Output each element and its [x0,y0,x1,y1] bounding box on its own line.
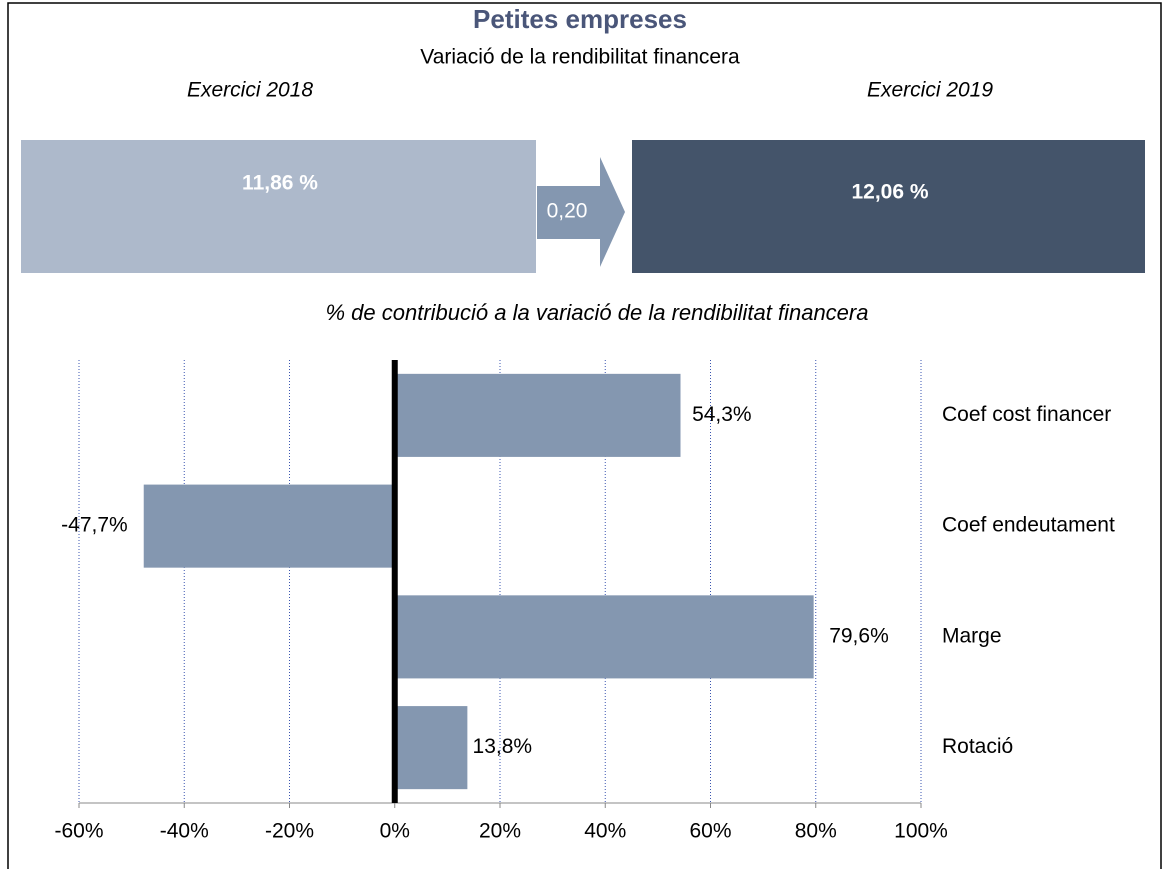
value-label: 54,3% [692,403,752,426]
change-value: 0,20 [547,200,588,223]
category-label: Rotació [942,735,1013,758]
x-tick-label: -40% [160,820,209,843]
from-box [21,140,536,273]
x-tick-label: 40% [584,820,626,843]
change-arrow [537,157,625,267]
to-box [632,140,1145,273]
from-value: 11,86 % [242,172,318,195]
value-label: 13,8% [473,735,533,758]
to-label: Exercici 2019 [867,79,993,102]
bar [394,373,681,457]
from-label: Exercici 2018 [187,79,313,102]
x-tick-label: -20% [265,820,314,843]
bar [394,595,814,679]
value-label: -47,7% [61,514,128,537]
x-tick-label: -60% [54,820,103,843]
to-value: 12,06 % [851,181,928,204]
category-label: Marge [942,624,1002,647]
category-label: Coef cost financer [942,403,1111,426]
chart-title: % de contribució a la variació de la ren… [326,300,869,325]
title: Petites empreses [473,4,687,34]
subtitle: Variació de la rendibilitat financera [420,46,740,69]
x-tick-label: 20% [479,820,521,843]
x-tick-label: 80% [795,820,837,843]
x-tick-label: 100% [894,820,948,843]
x-tick-label: 0% [380,820,410,843]
x-tick-label: 60% [689,820,731,843]
bar [143,484,395,568]
bar [394,706,468,790]
value-label: 79,6% [829,624,889,647]
frame [7,2,1162,869]
category-label: Coef endeutament [942,514,1115,537]
